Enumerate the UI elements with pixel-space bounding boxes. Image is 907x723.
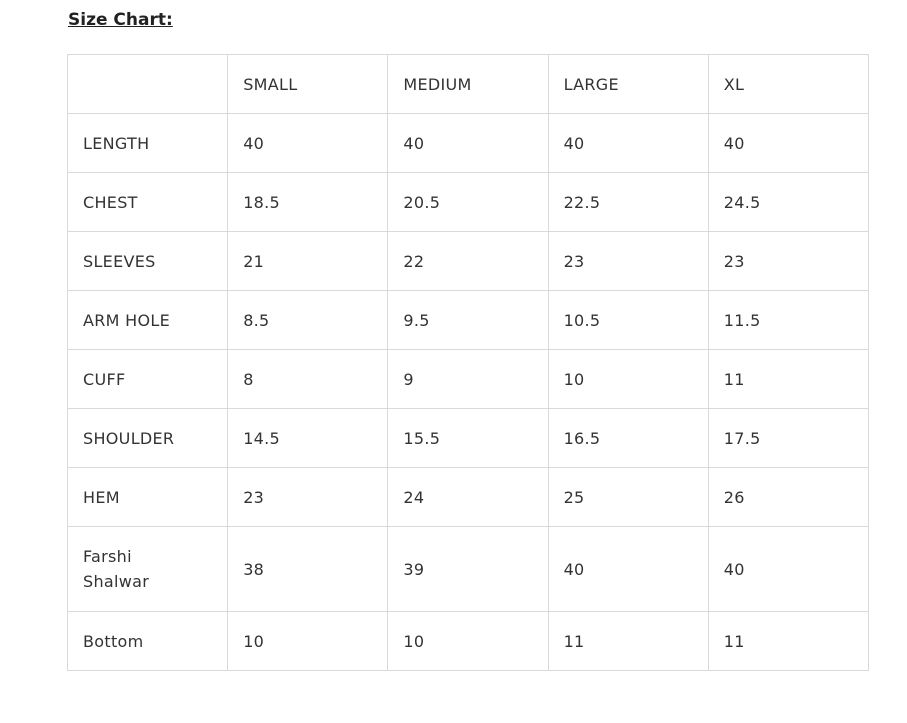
table-cell: 20.5 — [387, 172, 549, 232]
table-row: LENGTH 40 40 40 40 — [66, 113, 870, 173]
table-row: Farshi Shalwar 38 39 40 40 — [66, 526, 870, 612]
table-cell: 16.5 — [547, 408, 709, 468]
table-cell: LARGE — [547, 54, 709, 114]
table-cell: 10 — [227, 611, 389, 671]
row-label — [66, 54, 229, 114]
table-cell: 40 — [707, 113, 870, 173]
table-cell: 18.5 — [227, 172, 389, 232]
table-body: SMALL MEDIUM LARGE XL LENGTH 40 40 40 40 CHEST 18.… — [66, 54, 870, 671]
table-cell: 9 — [387, 349, 549, 409]
table-row: Bottom 10 10 11 11 — [66, 611, 870, 671]
title: Size Chart: — [68, 10, 173, 30]
table-cell: 11.5 — [707, 290, 870, 350]
table-cell: 10 — [547, 349, 709, 409]
row-label: HEM — [66, 467, 229, 527]
table-cell: 39 — [387, 526, 549, 612]
table-row: ARM HOLE 8.5 9.5 10.5 11.5 — [66, 290, 870, 350]
table-cell: 22.5 — [547, 172, 709, 232]
row-label: CUFF — [66, 349, 229, 409]
table-cell: 40 — [227, 113, 389, 173]
table-cell: 8.5 — [227, 290, 389, 350]
header-row: SMALL MEDIUM LARGE XL — [66, 54, 870, 114]
table-cell: MEDIUM — [387, 54, 549, 114]
table-cell: 8 — [227, 349, 389, 409]
row-label: LENGTH — [66, 113, 229, 173]
table-cell: SMALL — [227, 54, 389, 114]
table-cell: 9.5 — [387, 290, 549, 350]
table-row: CUFF 8 9 10 11 — [66, 349, 870, 409]
table-cell: 40 — [707, 526, 870, 612]
row-label: SLEEVES — [66, 231, 229, 291]
table-cell: 21 — [227, 231, 389, 291]
table-cell: 25 — [547, 467, 709, 527]
table-cell: 10 — [387, 611, 549, 671]
table-cell: 11 — [707, 611, 870, 671]
table-row: CHEST 18.5 20.5 22.5 24.5 — [66, 172, 870, 232]
row-label: Farshi Shalwar — [66, 526, 229, 612]
table-cell: 23 — [707, 231, 870, 291]
row-label: Bottom — [66, 611, 229, 671]
table-cell: 26 — [707, 467, 870, 527]
table-cell: 10.5 — [547, 290, 709, 350]
table-cell: 40 — [387, 113, 549, 173]
table-cell: 11 — [547, 611, 709, 671]
table-cell: 11 — [707, 349, 870, 409]
size-table: SMALL MEDIUM LARGE XL LENGTH 40 40 40 40 CHEST 18.… — [66, 54, 870, 671]
table-cell: 24.5 — [707, 172, 870, 232]
table-cell: 23 — [227, 467, 389, 527]
row-label: SHOULDER — [66, 408, 229, 468]
table-cell: XL — [707, 54, 870, 114]
table-cell: 14.5 — [227, 408, 389, 468]
table-cell: 40 — [547, 526, 709, 612]
table-cell: 17.5 — [707, 408, 870, 468]
table-cell: 40 — [547, 113, 709, 173]
table-row: SHOULDER 14.5 15.5 16.5 17.5 — [66, 408, 870, 468]
table-cell: 23 — [547, 231, 709, 291]
table-cell: 22 — [387, 231, 549, 291]
table-cell: 38 — [227, 526, 389, 612]
row-label: CHEST — [66, 172, 229, 232]
table-cell: 24 — [387, 467, 549, 527]
table-cell: 15.5 — [387, 408, 549, 468]
table-row: HEM 23 24 25 26 — [66, 467, 870, 527]
row-label: ARM HOLE — [66, 290, 229, 350]
table-row: SLEEVES 21 22 23 23 — [66, 231, 870, 291]
